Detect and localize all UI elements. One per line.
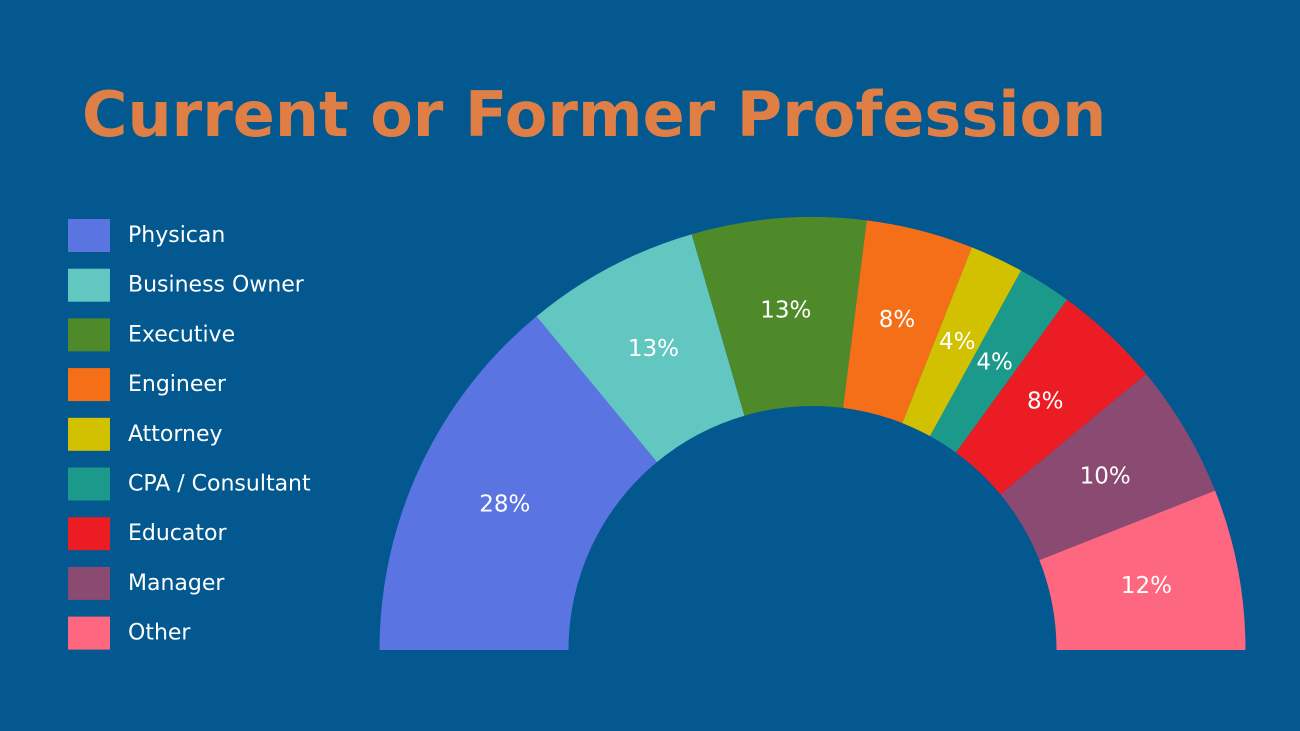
segment [902, 247, 1022, 437]
chart-title: Current or Former Profession [82, 78, 1106, 151]
value-label: 8% [879, 307, 916, 333]
segment [1000, 373, 1216, 561]
legend-label: Educator [128, 521, 227, 546]
legend-swatch [68, 566, 110, 600]
legend-label: Attorney [128, 422, 223, 447]
legend-label: Manager [128, 571, 225, 596]
segment [955, 299, 1147, 495]
value-label: 10% [1080, 463, 1131, 489]
segment [536, 234, 745, 462]
segment [379, 316, 657, 650]
value-label: 28% [479, 492, 530, 518]
legend-swatch [68, 219, 110, 252]
value-label: 12% [1121, 573, 1172, 599]
value-label: 8% [1027, 389, 1064, 415]
legend-swatch [68, 616, 110, 650]
legend-swatch [68, 368, 110, 402]
legend-label: Other [128, 621, 191, 646]
legend-label: Physican [128, 223, 225, 248]
legend-swatch [68, 268, 110, 302]
legend-label: Executive [128, 322, 235, 347]
segment [843, 220, 972, 424]
legend-label: Business Owner [128, 273, 305, 298]
segment [1039, 490, 1246, 650]
legend-swatch [68, 467, 110, 501]
segment [930, 270, 1068, 453]
legend-label: Engineer [128, 372, 227, 397]
legend-swatch [68, 517, 110, 551]
value-label: 13% [760, 298, 811, 324]
segment [691, 216, 867, 416]
value-label: 13% [628, 336, 679, 362]
value-label: 4% [976, 349, 1013, 375]
legend-swatch [68, 318, 110, 352]
legend-label: CPA / Consultant [128, 472, 311, 497]
value-label: 4% [939, 329, 976, 355]
legend-swatch [68, 417, 110, 451]
